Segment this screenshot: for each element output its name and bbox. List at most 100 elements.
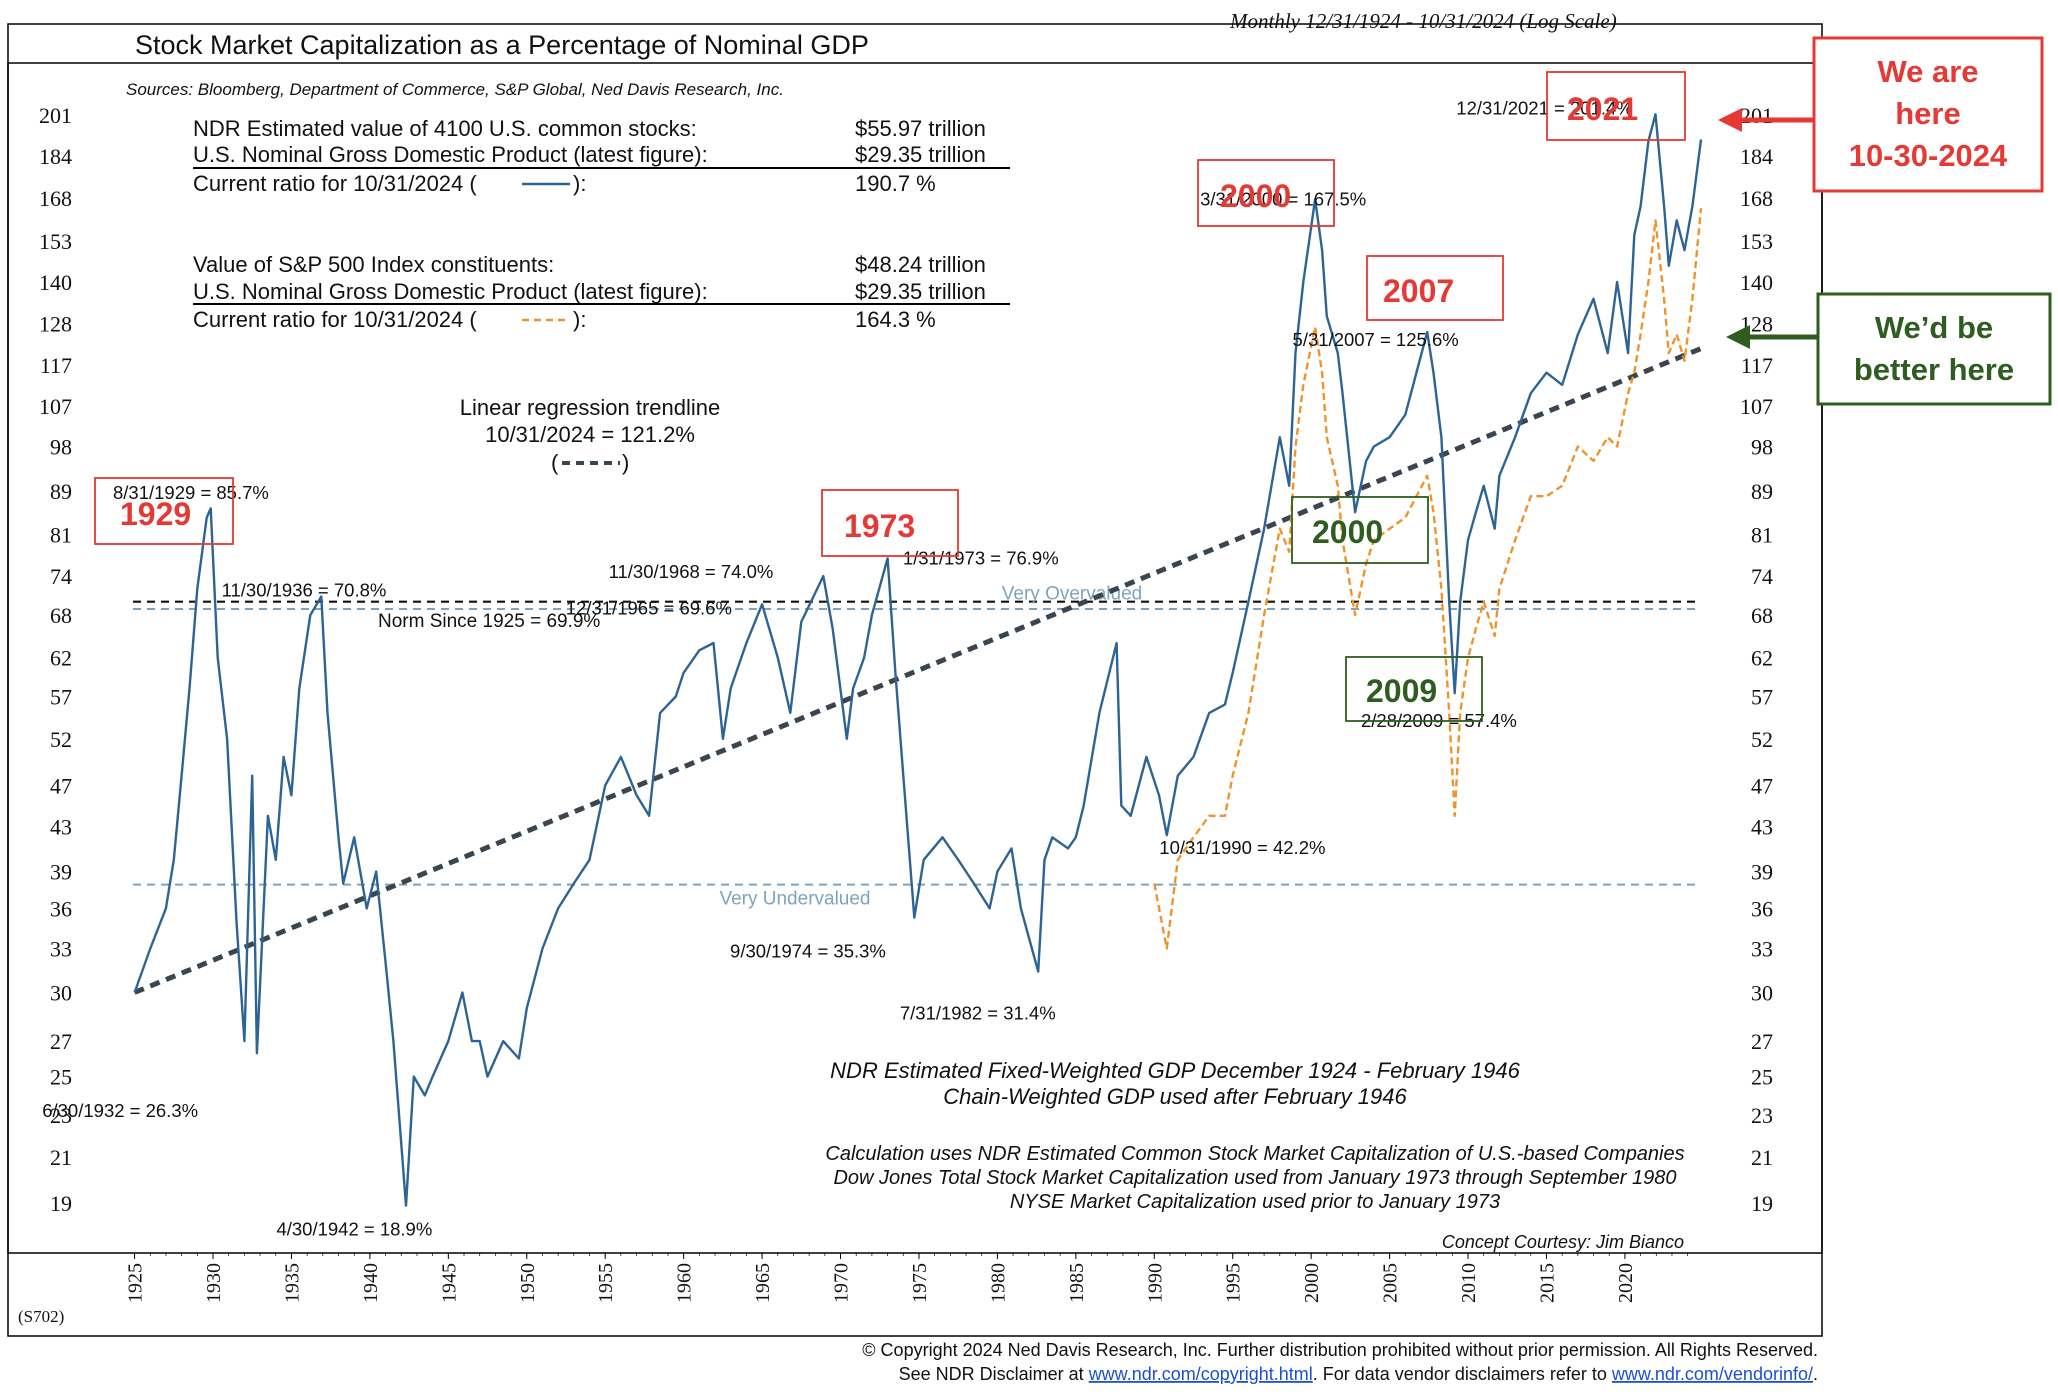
y-tick-right: 140	[1740, 270, 1773, 295]
green-box-2009	[1345, 656, 1483, 722]
red-label-2007: 2007	[1383, 273, 1454, 309]
callout-green-box	[1816, 292, 2052, 406]
footer-link-vendorinfo[interactable]: www.ndr.com/vendorinfo/	[1611, 1364, 1813, 1384]
y-tick-right: 98	[1751, 435, 1773, 460]
y-tick-left: 52	[50, 727, 72, 752]
footer-disclaimer: See NDR Disclaimer at www.ndr.com/copyri…	[899, 1364, 1818, 1384]
annotation-label: 8/31/1929 = 85.7%	[113, 482, 269, 503]
trendline	[133, 346, 1702, 995]
y-tick-right: 184	[1740, 144, 1773, 169]
info1-row1-value: $55.97 trillion	[855, 116, 986, 141]
y-tick-left: 140	[39, 270, 72, 295]
y-tick-left: 81	[50, 522, 72, 547]
y-tick-right: 30	[1751, 980, 1773, 1005]
x-tick-label: 1935	[281, 1263, 303, 1303]
annotation-label: 6/30/1932 = 26.3%	[42, 1100, 198, 1121]
note-gdp1: NDR Estimated Fixed-Weighted GDP Decembe…	[830, 1058, 1520, 1083]
annotation-label: 9/30/1974 = 35.3%	[730, 940, 886, 961]
x-tick-label: 2000	[1301, 1263, 1323, 1303]
x-tick-label: 1930	[203, 1263, 225, 1303]
y-tick-left: 39	[50, 859, 72, 884]
y-tick-left: 98	[50, 435, 72, 460]
chart-subtitle: Monthly 12/31/1924 - 10/31/2024 (Log Sca…	[1229, 9, 1617, 33]
callout-red-line3: 10-30-2024	[1849, 138, 2008, 173]
annotation-label: 12/31/1965 = 69.6%	[566, 597, 732, 618]
y-axis-left: 19 21 23 25 27 30 33 36 39 43 47 52 57 62 68 74 81 89 98 10…	[39, 103, 72, 1216]
x-tick-label: 1975	[909, 1263, 931, 1303]
green-label-2009: 2009	[1366, 673, 1437, 709]
callout-red-line1: We are	[1877, 54, 1978, 89]
y-tick-right: 39	[1751, 859, 1773, 884]
y-tick-right: 117	[1741, 353, 1773, 378]
info2-row3-label-end: ):	[573, 307, 586, 332]
x-tick-label: 1980	[987, 1263, 1009, 1303]
x-tick-label: 1940	[360, 1263, 382, 1303]
plot-frame	[7, 62, 1823, 1254]
annotation-label: 7/31/1982 = 31.4%	[900, 1002, 1056, 1023]
note-calc2: Dow Jones Total Stock Market Capitalizat…	[833, 1167, 1676, 1189]
green-year-labels: 2000 2009	[1291, 496, 1483, 722]
x-tick-label: 1955	[595, 1263, 617, 1303]
y-tick-right: 62	[1751, 646, 1773, 671]
info1-row3-label: Current ratio for 10/31/2024 (	[193, 171, 477, 196]
y-tick-left: 184	[39, 144, 72, 169]
info1-row2-label: U.S. Nominal Gross Domestic Product (lat…	[193, 142, 708, 167]
info2-row3-label: Current ratio for 10/31/2024 (	[193, 307, 477, 332]
note-courtesy: Concept Courtesy: Jim Bianco	[1442, 1232, 1684, 1252]
y-tick-left: 117	[40, 353, 72, 378]
note-calc3: NYSE Market Capitalization used prior to…	[1010, 1191, 1500, 1213]
trendline-legend-line2: 10/31/2024 = 121.2%	[485, 422, 695, 447]
reference-label: Norm Since 1925 = 69.9%	[378, 611, 600, 632]
annotation-label: 1/31/1973 = 76.9%	[903, 547, 1059, 568]
y-tick-left: 74	[50, 564, 72, 589]
x-tick-label: 2020	[1615, 1263, 1637, 1303]
annotation-label: 5/31/2007 = 125.6%	[1293, 329, 1459, 350]
annotation-label: 4/30/1942 = 18.9%	[276, 1219, 432, 1240]
red-box-2021	[1546, 71, 1686, 141]
y-tick-left: 19	[50, 1191, 72, 1216]
footer-link-copyright[interactable]: www.ndr.com/copyright.html	[1088, 1364, 1313, 1384]
annotation-label: 10/31/1990 = 42.2%	[1159, 837, 1325, 858]
red-label-2000: 2000	[1220, 178, 1291, 214]
y-tick-left: 30	[50, 980, 72, 1005]
y-tick-right: 89	[1751, 479, 1773, 504]
y-tick-right: 107	[1740, 394, 1773, 419]
red-label-1929: 1929	[120, 496, 191, 532]
y-tick-right: 43	[1751, 814, 1773, 839]
arrow-red-head	[1718, 108, 1742, 132]
y-tick-right: 27	[1751, 1029, 1773, 1054]
green-label-2000: 2000	[1312, 514, 1383, 550]
series-lines	[133, 113, 1703, 1207]
annotation-label: 3/31/2000 = 167.5%	[1200, 188, 1366, 209]
y-tick-right: 52	[1751, 727, 1773, 752]
x-tick-label: 1965	[752, 1263, 774, 1303]
annotation-label: 12/31/2021 = 201.4%	[1456, 97, 1632, 118]
y-tick-right: 74	[1751, 564, 1773, 589]
red-box-1929	[94, 477, 234, 545]
series-sp500-line	[1153, 208, 1703, 950]
y-tick-left: 128	[39, 311, 72, 336]
red-label-1973: 1973	[844, 508, 915, 544]
y-tick-left: 168	[39, 186, 72, 211]
trendline-legend-open: (	[551, 450, 559, 475]
info1-row3-label-end: ):	[573, 171, 586, 196]
x-tick-label: 1950	[517, 1263, 539, 1303]
callout-better-here: We’d be better here	[1726, 292, 2052, 406]
y-tick-left: 47	[50, 773, 72, 798]
y-tick-right: 25	[1751, 1065, 1773, 1090]
y-tick-right: 33	[1751, 937, 1773, 962]
x-axis: 1925 1930 1935 1940 1945 1950 1955 1960 1965 1970…	[125, 1253, 1689, 1303]
green-box-2000	[1291, 496, 1429, 564]
note-gdp2: Chain-Weighted GDP used after February 1…	[943, 1084, 1407, 1109]
arrow-green-head	[1726, 325, 1750, 349]
y-tick-left: 25	[50, 1065, 72, 1090]
y-tick-left: 89	[50, 479, 72, 504]
x-tick-label: 1995	[1223, 1263, 1245, 1303]
footer-middle: . For data vendor disclaimers refer to	[1313, 1364, 1612, 1384]
x-tick-label: 2005	[1380, 1263, 1402, 1303]
info-block-1: NDR Estimated value of 4100 U.S. common …	[193, 116, 1010, 196]
y-tick-right: 68	[1751, 603, 1773, 628]
annotation-label: 11/30/1936 = 70.8%	[222, 579, 387, 600]
chart-notes: NDR Estimated Fixed-Weighted GDP Decembe…	[825, 1058, 1684, 1252]
